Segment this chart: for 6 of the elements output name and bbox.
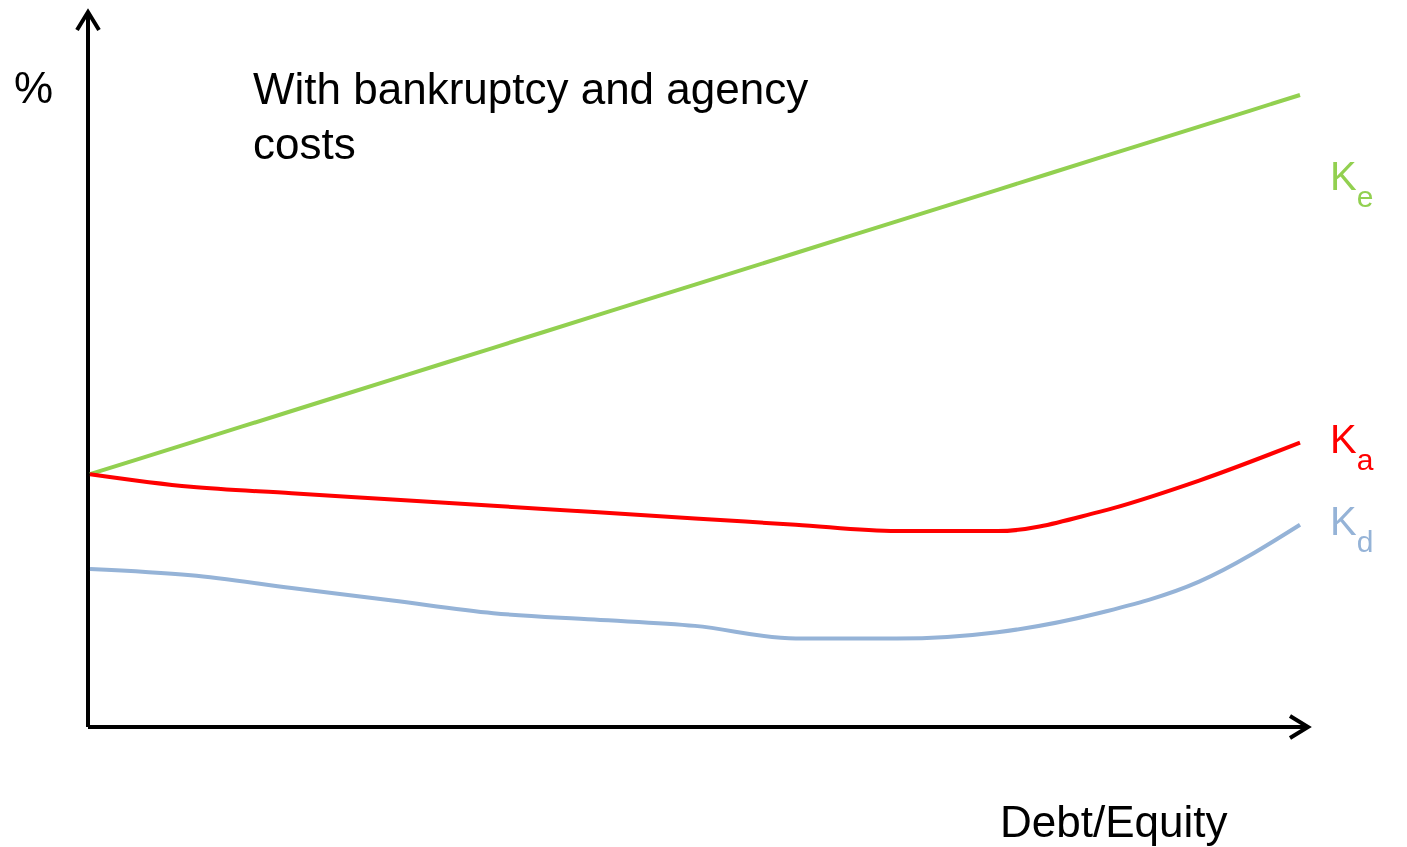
- series-label: K$_{e}$: [1330, 154, 1374, 213]
- chart-title: With bankruptcy and agency costs: [253, 64, 809, 168]
- series-label: K$_{d}$: [1330, 498, 1374, 558]
- series-label: K$_{a}$: [1330, 416, 1374, 476]
- y-axis-title: %: [14, 63, 54, 112]
- x-axis-title: Debt/Equity: [1000, 797, 1228, 846]
